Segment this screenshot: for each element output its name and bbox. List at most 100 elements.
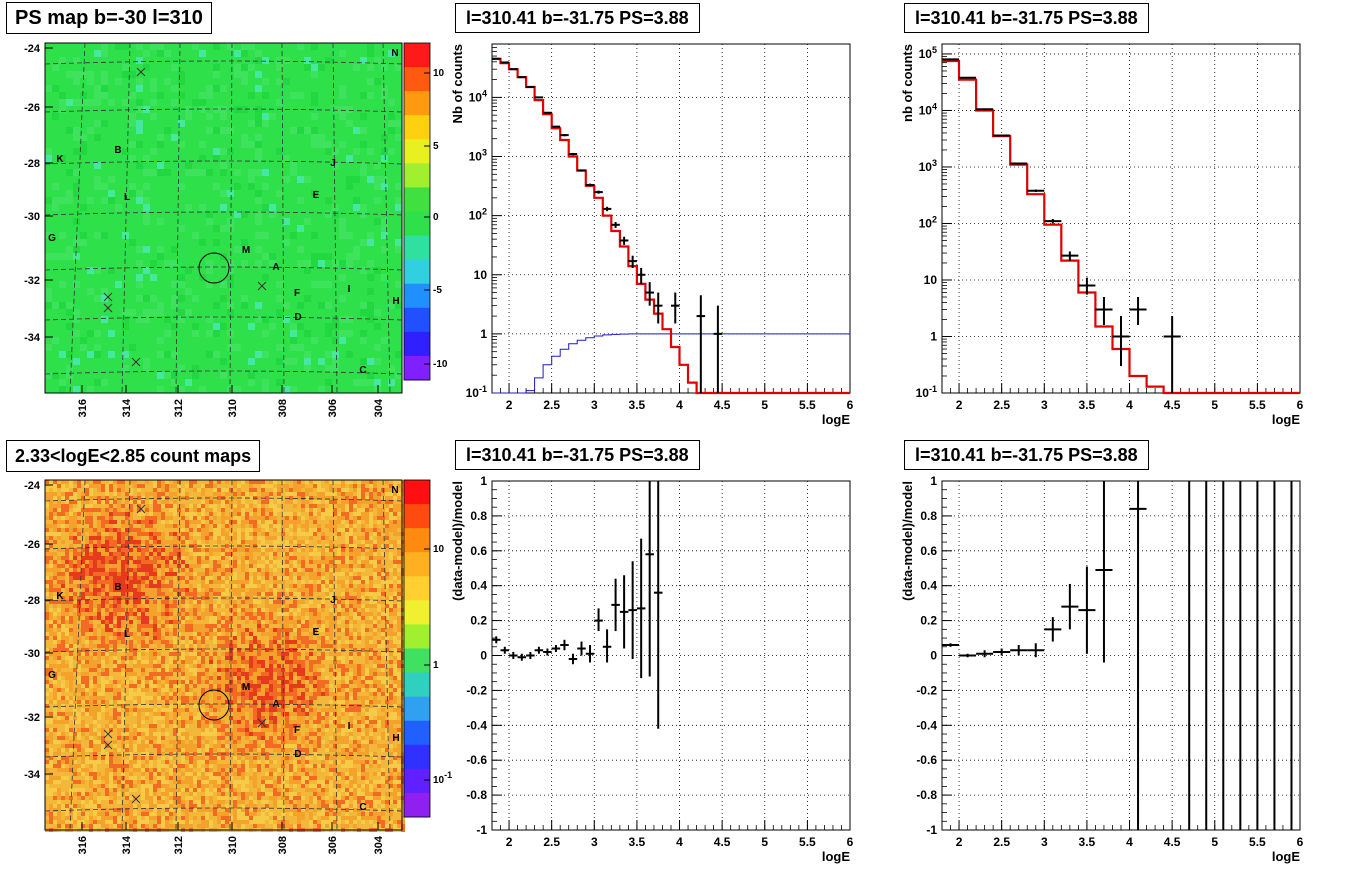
x-tick-label: 5.5 bbox=[799, 398, 816, 412]
x-tick-label: 6 bbox=[847, 398, 854, 412]
colorbar bbox=[404, 43, 430, 381]
b-tick-label: -34 bbox=[24, 769, 41, 781]
b-tick-label: -28 bbox=[24, 595, 40, 607]
source-label-i: I bbox=[348, 284, 351, 295]
x-tick-label: 4 bbox=[1126, 398, 1133, 412]
y-tick-label: -0.6 bbox=[916, 753, 937, 767]
source-label-c: C bbox=[359, 365, 366, 376]
y-tick-label: 10-1 bbox=[916, 384, 937, 400]
x-tick-label: 4.5 bbox=[714, 398, 731, 412]
x-tick-label: 3.5 bbox=[629, 835, 646, 849]
x-tick-label: 6 bbox=[847, 835, 854, 849]
y-axis-label: (data-model)/model bbox=[900, 481, 915, 601]
source-label-m: M bbox=[242, 245, 250, 256]
source-label-f: F bbox=[294, 725, 300, 736]
data-point bbox=[976, 109, 993, 110]
l-tick-label: 306 bbox=[327, 836, 339, 854]
l-tick-label: 312 bbox=[173, 836, 185, 854]
x-tick-label: 2 bbox=[506, 398, 513, 412]
y-tick-label: 0.6 bbox=[470, 544, 487, 558]
y-tick-label: -1 bbox=[926, 823, 937, 837]
data-point bbox=[1027, 189, 1044, 192]
source-label-g: G bbox=[48, 670, 56, 681]
y-tick-label: 104 bbox=[469, 88, 487, 104]
source-label-b: B bbox=[114, 582, 121, 593]
x-axis-label: logE bbox=[1272, 412, 1300, 427]
x-tick-label: 2.5 bbox=[993, 835, 1010, 849]
x-tick-label: 5.5 bbox=[799, 835, 816, 849]
data-point bbox=[492, 58, 501, 59]
source-label-g: G bbox=[48, 233, 56, 244]
x-tick-label: 4 bbox=[1126, 835, 1133, 849]
y-tick-label: 103 bbox=[469, 148, 487, 164]
x-tick-label: 4 bbox=[676, 398, 683, 412]
b-tick-label: -26 bbox=[24, 539, 40, 551]
colorbar-tick-label: 1 bbox=[433, 660, 439, 671]
source-label-j: J bbox=[330, 158, 336, 169]
y-tick-label: -0.2 bbox=[916, 683, 937, 697]
ps-map-pixels bbox=[45, 43, 402, 393]
y-tick-label: 1 bbox=[480, 474, 487, 488]
y-tick-label: 0.4 bbox=[920, 579, 937, 593]
x-tick-label: 5.5 bbox=[1249, 835, 1266, 849]
source-label-j: J bbox=[330, 595, 336, 606]
x-tick-label: 6 bbox=[1297, 835, 1304, 849]
source-label-d: D bbox=[294, 749, 301, 760]
colorbar-tick-label: 0 bbox=[433, 212, 439, 223]
x-tick-label: 3 bbox=[591, 835, 598, 849]
l-tick-label: 304 bbox=[373, 398, 385, 417]
x-tick-label: 2.5 bbox=[543, 398, 560, 412]
source-label-l: L bbox=[124, 629, 130, 640]
y-tick-label: 0 bbox=[480, 649, 487, 663]
colorbar-tick-label: 10 bbox=[433, 68, 445, 79]
y-tick-label: 104 bbox=[919, 101, 937, 117]
b-tick-label: -32 bbox=[24, 712, 40, 724]
source-label-k: K bbox=[56, 591, 64, 602]
x-tick-label: 6 bbox=[1297, 398, 1304, 412]
b-tick-label: -32 bbox=[24, 275, 40, 287]
count-map-pixels bbox=[45, 480, 405, 832]
x-tick-label: 2 bbox=[506, 835, 513, 849]
source-label-e: E bbox=[313, 190, 320, 201]
y-tick-label: 10 bbox=[474, 268, 488, 282]
x-tick-label: 2 bbox=[956, 835, 963, 849]
l-tick-label: 314 bbox=[121, 835, 133, 854]
x-axis-label: logE bbox=[1272, 849, 1300, 864]
b-tick-label: -30 bbox=[24, 648, 40, 660]
colorbar-tick-label: 10 bbox=[433, 544, 445, 555]
x-tick-label: 5 bbox=[761, 835, 768, 849]
data-point bbox=[1010, 162, 1027, 164]
colorbar-tick-label: 5 bbox=[433, 141, 439, 152]
y-axis-label: (data-model)/model bbox=[450, 481, 465, 601]
x-tick-label: 4 bbox=[676, 835, 683, 849]
source-label-b: B bbox=[114, 145, 121, 156]
y-tick-label: 1 bbox=[930, 474, 937, 488]
data-point bbox=[569, 153, 578, 155]
source-label-c: C bbox=[359, 802, 366, 813]
y-tick-label: -0.4 bbox=[466, 718, 487, 732]
x-tick-label: 3.5 bbox=[629, 398, 646, 412]
data-point bbox=[959, 77, 976, 78]
l-tick-label: 310 bbox=[227, 836, 239, 854]
source-label-l: L bbox=[124, 192, 130, 203]
x-tick-label: 5 bbox=[1211, 835, 1218, 849]
source-label-h: H bbox=[392, 296, 399, 307]
l-tick-label: 308 bbox=[277, 836, 289, 854]
y-tick-label: 0.2 bbox=[470, 614, 487, 628]
source-label-d: D bbox=[294, 312, 301, 323]
l-tick-label: 312 bbox=[173, 399, 185, 417]
source-label-f: F bbox=[294, 288, 300, 299]
data-point bbox=[560, 134, 569, 136]
y-tick-label: -0.8 bbox=[466, 788, 487, 802]
data-point bbox=[535, 97, 544, 98]
y-tick-label: 0.8 bbox=[920, 509, 937, 523]
data-point bbox=[501, 62, 510, 63]
x-tick-label: 3 bbox=[1041, 835, 1048, 849]
x-tick-label: 2.5 bbox=[993, 398, 1010, 412]
source-label-k: K bbox=[56, 154, 64, 165]
data-point bbox=[942, 59, 959, 60]
y-tick-label: 102 bbox=[469, 207, 487, 223]
